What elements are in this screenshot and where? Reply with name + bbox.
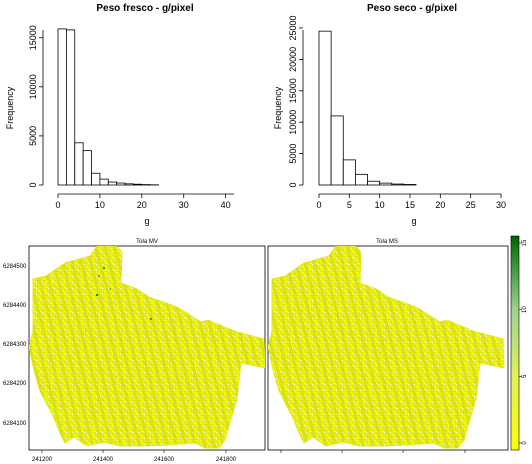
tola-mv-rows (29, 246, 265, 448)
x-axis-label: g (144, 216, 149, 226)
histogram-bar (116, 182, 126, 186)
y-tick-label: 6284300 (3, 342, 27, 348)
panel-title: Tola MV (136, 239, 158, 245)
y-axis-label: Frequency (273, 86, 283, 129)
x-tick-label: 241200 (32, 457, 53, 463)
tola-ms-rows (268, 246, 504, 448)
y-tick-label: 6284100 (3, 421, 27, 427)
histogram-bar (124, 183, 134, 186)
raster-area (268, 246, 505, 449)
histogram-bar (133, 183, 143, 186)
y-tick-label: 6284200 (3, 381, 27, 387)
chart-title: Peso seco - g/pixel (367, 3, 457, 14)
colorbar-tick-label: 5 (522, 374, 528, 378)
colorbar-gradient (510, 235, 520, 451)
y-tick-label: 10000 (28, 74, 38, 99)
y-ticks: 6284500 6284400 6284300 6284200 6284100 (3, 264, 27, 427)
y-tick-label: 6284400 (3, 303, 27, 309)
histogram-bar (354, 173, 368, 186)
x-tick-label: 5 (347, 200, 352, 210)
y-tick-label: 5000 (288, 144, 298, 164)
histogram-bar (91, 172, 101, 186)
histogram-bar (330, 115, 344, 186)
x-tick-label: 25 (466, 200, 476, 210)
panel-tola-mv: Tola MV 6284500 6284400 6284300 6284200 (3, 239, 266, 463)
y-axis: 0 5000 10000 15000 20000 25000 (288, 15, 304, 188)
y-tick-label: 5000 (28, 126, 38, 146)
panel-tola-ms: Tola MS (267, 239, 509, 453)
colorbar-tick-label: 0 (522, 441, 528, 445)
x-tick-label: 241600 (154, 457, 175, 463)
raster-area (29, 246, 265, 449)
y-tick-label: 25000 (288, 15, 298, 40)
histogram-peso-seco: Peso seco - g/pixel 0 5000 10000 15000 20000… (273, 3, 506, 226)
x-ticks (280, 450, 466, 453)
histogram-bar (403, 184, 417, 186)
bars (57, 28, 159, 186)
colorbar-tick-label: 10 (522, 306, 528, 313)
bars (318, 30, 417, 186)
histogram-bar (391, 183, 405, 186)
x-axis-label: g (411, 216, 416, 226)
dark-pixels (85, 267, 152, 331)
y-tick-label: 20000 (288, 47, 298, 72)
x-tick-label: 40 (221, 200, 231, 210)
x-tick-label: 10 (95, 200, 105, 210)
y-tick-label: 0 (28, 182, 38, 187)
y-tick-label: 15000 (288, 78, 298, 103)
x-tick-label: 0 (316, 200, 321, 210)
histogram-bar (107, 181, 118, 186)
x-tick-label: 20 (137, 200, 147, 210)
x-tick-label: 10 (375, 200, 385, 210)
y-tick-label: 0 (288, 182, 298, 187)
chart-title: Peso fresco - g/pixel (96, 3, 193, 14)
x-tick-label: 30 (179, 200, 189, 210)
x-tick-label: 0 (55, 200, 60, 210)
histogram-bar (367, 180, 381, 186)
colorbar-ticks: 0 5 10 15 (519, 239, 528, 445)
histogram-bar (74, 142, 84, 186)
x-axis: 0 5 10 15 20 25 30 (316, 193, 506, 210)
x-tick-label: 241400 (93, 457, 114, 463)
x-tick-label: 20 (435, 200, 445, 210)
y-tick-label: 6284500 (3, 264, 27, 270)
histogram-bar (379, 182, 393, 186)
x-axis: 0 10 20 30 40 (55, 193, 234, 210)
x-tick-label: 30 (496, 200, 506, 210)
x-ticks: 241200 241400 241600 241800 (32, 450, 237, 463)
raster-maps: Tola MV 6284500 6284400 6284300 6284200 (3, 235, 528, 463)
histogram-bar (65, 29, 76, 186)
x-tick-label: 241800 (216, 457, 237, 463)
y-tick-label: 15000 (28, 25, 38, 50)
y-axis-label: Frequency (5, 86, 15, 129)
histogram-bar (82, 150, 92, 186)
histogram-peso-fresco: Peso fresco - g/pixel 0 5000 10000 15000 0 1… (5, 3, 234, 226)
histogram-bar (99, 178, 109, 186)
panel-title: Tola MS (376, 239, 398, 245)
colorbar-tick-label: 15 (522, 239, 528, 246)
histogram-bar (342, 159, 356, 186)
histogram-bar (318, 30, 332, 186)
histogram-bar (57, 28, 67, 186)
y-axis: 0 5000 10000 15000 (28, 25, 44, 188)
colorbar: 0 5 10 15 (510, 235, 528, 451)
x-tick-label: 15 (405, 200, 415, 210)
y-tick-label: 10000 (288, 110, 298, 135)
